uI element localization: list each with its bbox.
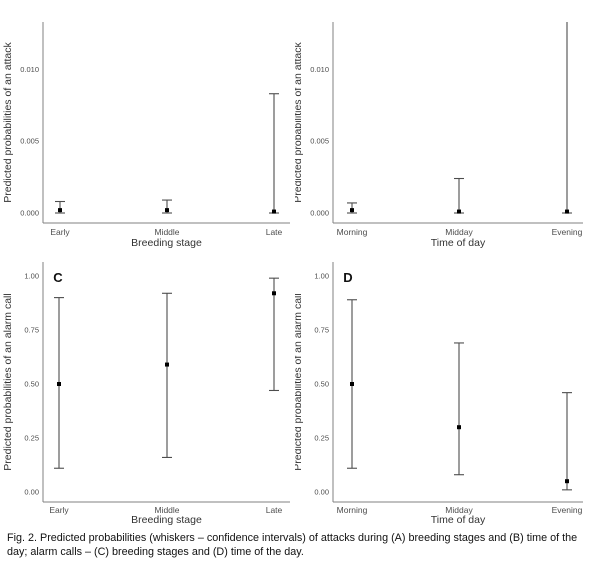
y-tick-label: 0.000 <box>310 209 329 218</box>
x-axis-title: Time of day <box>431 514 486 526</box>
x-tick-label: Midday <box>445 505 473 515</box>
x-tick-label: Middle <box>154 505 179 515</box>
panel-letter: C <box>53 270 63 285</box>
y-axis-title: Predicted probabilities of an alarm call <box>295 293 304 470</box>
estimate-point <box>165 208 169 213</box>
estimate-point <box>58 208 62 213</box>
estimate-point <box>565 479 569 484</box>
y-tick-label: 0.50 <box>24 380 39 389</box>
x-tick-label: Midday <box>445 227 473 237</box>
y-tick-label: 0.010 <box>20 65 39 74</box>
y-tick-label: 0.00 <box>24 488 39 497</box>
estimate-point <box>565 209 569 214</box>
x-tick-label: Early <box>49 505 69 515</box>
figure-caption: Fig. 2. Predicted probabilities (whisker… <box>7 532 578 559</box>
estimate-point <box>272 209 276 214</box>
panel-letter: D <box>343 270 352 285</box>
y-tick-label: 0.00 <box>314 488 329 497</box>
y-axis-title: Predicted probabilities of an attack <box>295 41 304 202</box>
panel-b-attack-time-of-day: 0.000 0.005 0.010 Morning Midday Evening Time … <box>295 22 583 249</box>
panel-a-attack-breeding-stage: 0.000 0.005 0.010 Early Middle Late Breeding s… <box>2 22 290 249</box>
x-tick-label: Late <box>266 505 283 515</box>
x-tick-label: Evening <box>552 227 583 237</box>
x-tick-label: Morning <box>337 227 368 237</box>
x-axis-title: Breeding stage <box>131 514 202 526</box>
estimate-point <box>57 382 61 386</box>
y-tick-label: 0.25 <box>24 434 39 443</box>
x-tick-label: Early <box>50 227 70 237</box>
estimate-point <box>457 209 461 214</box>
estimate-point <box>272 291 276 296</box>
x-tick-label: Evening <box>552 505 583 515</box>
y-tick-label: 1.00 <box>24 272 39 281</box>
y-axis-title: Predicted probabilities of an attack <box>2 41 14 202</box>
panel-d-alarm-call-time-of-day: 0.00 0.25 0.50 0.75 1.00 Morning Midday Evening… <box>295 262 583 526</box>
estimate-point <box>350 382 354 386</box>
x-axis-title: Breeding stage <box>131 237 202 249</box>
x-tick-label: Morning <box>337 505 368 515</box>
y-axis-title: Predicted probabilities of an alarm call <box>2 293 14 470</box>
x-tick-label: Late <box>266 227 283 237</box>
x-tick-label: Middle <box>154 227 179 237</box>
y-tick-label: 0.25 <box>314 434 329 443</box>
y-tick-label: 0.005 <box>20 137 39 146</box>
panel-c-alarm-call-breeding-stage: 0.00 0.25 0.50 0.75 1.00 Early Middle Late Breed… <box>2 262 290 526</box>
y-tick-label: 0.005 <box>310 137 329 146</box>
y-tick-label: 1.00 <box>314 272 329 281</box>
estimate-point <box>165 362 169 367</box>
y-tick-label: 0.010 <box>310 65 329 74</box>
y-tick-label: 0.50 <box>314 380 329 389</box>
estimate-point <box>457 425 461 430</box>
x-axis-title: Time of day <box>431 237 486 249</box>
estimate-point <box>350 208 354 213</box>
y-tick-label: 0.000 <box>20 209 39 218</box>
y-tick-label: 0.75 <box>24 326 39 335</box>
y-tick-label: 0.75 <box>314 326 329 335</box>
